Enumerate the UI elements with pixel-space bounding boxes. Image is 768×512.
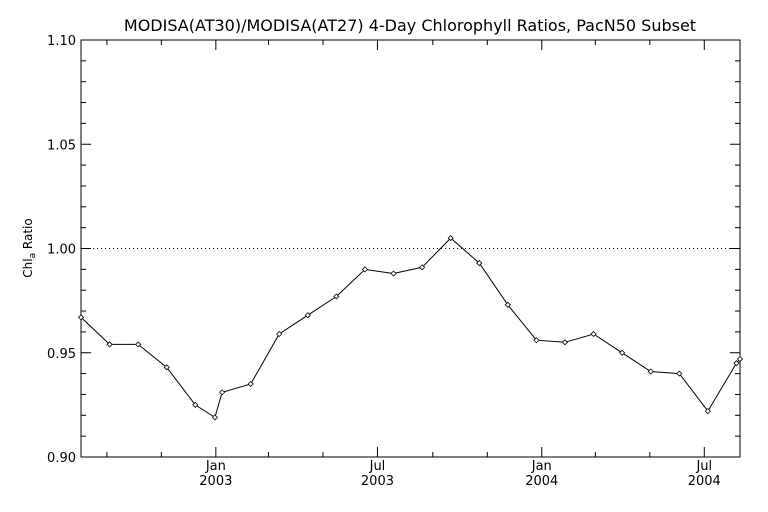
x-tick-label-year: 2003: [361, 474, 394, 489]
data-point: [211, 414, 219, 421]
y-tick-label: 1.00: [47, 243, 76, 258]
x-tick-label-year: 2004: [688, 474, 721, 489]
x-tick-label-month: Jan: [531, 459, 552, 474]
data-point: [276, 330, 283, 338]
x-tick-label-month: Jul: [695, 459, 712, 474]
data-point: [419, 264, 426, 271]
data-point: [676, 370, 683, 377]
data-point: [704, 408, 711, 415]
data-point: [304, 312, 311, 319]
x-tick-label-year: 2004: [525, 474, 558, 489]
data-point: [736, 355, 744, 363]
data-point: [135, 341, 142, 348]
data-series: [77, 235, 744, 421]
data-point: [390, 270, 397, 277]
y-tick-label: 1.05: [47, 138, 76, 153]
chart-title: MODISA(AT30)/MODISA(AT27) 4-Day Chloroph…: [124, 16, 696, 35]
data-point: [447, 235, 454, 242]
data-point: [647, 368, 654, 375]
y-axis-label: Chla Ratio: [21, 218, 38, 277]
data-point: [333, 293, 340, 300]
data-point: [561, 339, 569, 346]
data-point: [106, 341, 113, 348]
data-point: [219, 389, 226, 396]
data-point: [733, 360, 740, 367]
y-tick-label: 1.10: [47, 34, 76, 49]
axis-ticks: [81, 39, 740, 458]
data-point: [247, 380, 254, 388]
data-point: [504, 301, 511, 308]
data-point: [590, 330, 597, 338]
data-point: [163, 364, 170, 371]
data-point: [476, 260, 483, 267]
data-point: [361, 266, 369, 273]
x-tick-label-month: Jul: [369, 459, 386, 474]
data-point: [192, 401, 199, 408]
svg-text:Chla Ratio: Chla Ratio: [21, 218, 38, 277]
x-tick-label-year: 2003: [199, 474, 232, 489]
x-tick-label-month: Jan: [205, 459, 226, 474]
y-tick-label: 0.90: [47, 451, 76, 466]
data-point: [77, 314, 85, 321]
data-point: [619, 349, 626, 356]
series-line: [80, 237, 741, 419]
data-point: [533, 337, 540, 344]
y-tick-label: 0.95: [47, 347, 76, 362]
tick-labels: 0.900.951.001.051.10Jan2003Jul2003Jan200…: [47, 34, 721, 489]
